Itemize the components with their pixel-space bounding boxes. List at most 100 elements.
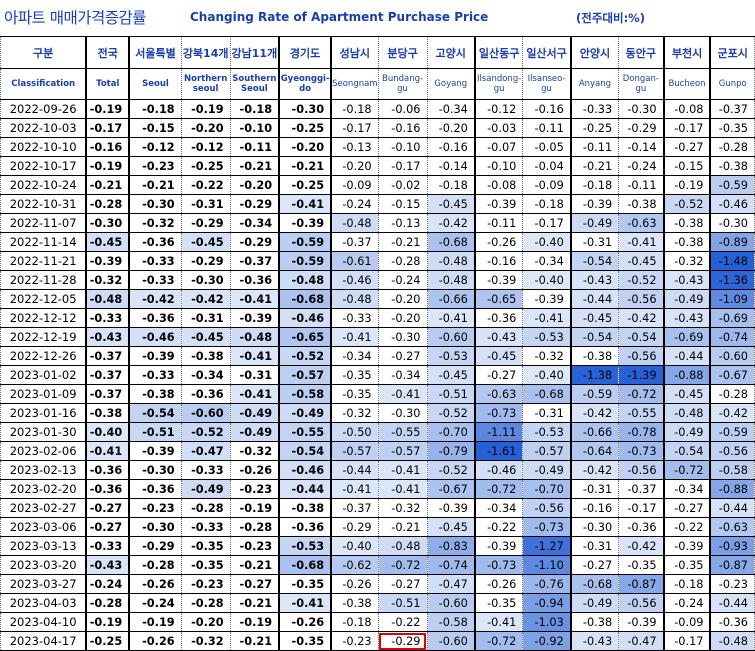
value-cell: -0.28 [229,517,281,537]
value-cell: -0.49 [180,479,231,499]
value-cell: -0.24 [663,593,712,613]
row-date: 2023-02-27 [0,498,88,518]
value-cell: -0.28 [85,593,131,613]
value-cell: -0.31 [180,194,231,214]
value-cell: -0.40 [85,422,131,442]
value-cell: -0.31 [180,308,231,328]
value-cell: -0.34 [663,479,712,499]
value-cell: -0.72 [663,460,712,480]
table-body: 2022-09-26 -0.19 -0.18 -0.19 -0.18 -0.30 -0.18… [0,99,755,651]
value-cell: -0.38 [663,232,712,252]
column-header-en: Ilsanseo-gu [522,68,572,100]
value-cell: -0.44 [709,593,755,613]
value-cell: -0.47 [426,574,476,594]
value-cell: -0.39 [85,251,131,271]
value-cell: -0.35 [663,555,712,575]
value-cell: -0.33 [180,517,231,537]
value-cell: -1.09 [709,289,755,309]
value-cell: -0.43 [474,327,524,347]
value-cell: -0.35 [709,118,755,138]
value-cell: -0.22 [474,517,524,537]
value-cell: -0.08 [474,175,524,195]
column-header-ko: 구분 [0,36,88,69]
column-header-ko: 군포시 [709,36,755,69]
value-cell: -0.72 [618,384,665,404]
value-cell: -0.27 [377,574,428,594]
value-cell: -0.29 [180,251,231,271]
value-cell: -0.41 [278,194,333,214]
row-date: 2022-11-07 [0,213,88,233]
value-cell: -0.89 [709,232,755,252]
value-cell: -0.19 [229,498,281,518]
value-cell: -0.20 [278,137,333,157]
value-cell: -0.54 [570,251,620,271]
value-cell: -0.35 [180,536,231,556]
value-cell: -0.60 [709,346,755,366]
row-date: 2022-10-31 [0,194,88,214]
value-cell: -0.28 [709,137,755,157]
value-cell: -0.15 [128,118,182,138]
value-cell: -0.41 [330,479,379,499]
column-header-ko: 고양시 [426,36,476,69]
value-cell: -0.59 [278,232,333,252]
value-cell: -0.51 [128,422,182,442]
value-cell: -0.18 [522,194,572,214]
value-cell: -0.19 [663,175,712,195]
value-cell: -0.37 [85,365,131,385]
value-cell: -0.42 [180,289,231,309]
value-cell: -0.33 [128,365,182,385]
value-cell: -0.11 [570,137,620,157]
value-cell: -0.23 [330,631,379,651]
column-header-ko: 안양시 [570,36,620,69]
value-cell: -0.10 [377,137,428,157]
value-cell: -0.45 [180,232,231,252]
value-cell: -0.22 [663,517,712,537]
table-row: 2023-01-16 -0.38 -0.54 -0.60 -0.49 -0.49 -0.32… [0,403,755,423]
value-cell: -0.41 [522,308,572,328]
value-cell: -1.03 [522,612,572,632]
value-cell: -0.17 [522,213,572,233]
value-cell: -0.27 [663,498,712,518]
value-cell: -0.25 [180,156,231,176]
value-cell: -0.60 [180,403,231,423]
value-cell: -0.26 [474,232,524,252]
value-cell: -0.05 [522,137,572,157]
value-cell: -0.36 [229,270,281,290]
value-cell: -1.36 [709,270,755,290]
row-date: 2023-01-02 [0,365,88,385]
value-cell: -0.18 [570,175,620,195]
value-cell: -0.18 [229,99,281,119]
row-date: 2022-12-26 [0,346,88,366]
row-date: 2023-04-03 [0,593,88,613]
row-date: 2022-11-28 [0,270,88,290]
value-cell: -0.17 [618,498,665,518]
value-cell: -0.11 [229,137,281,157]
table-row: 2023-01-09 -0.37 -0.38 -0.36 -0.41 -0.58 -0.35… [0,384,755,404]
value-cell: -0.29 [128,536,182,556]
value-cell: -0.68 [278,555,333,575]
value-cell: -0.06 [377,99,428,119]
value-cell: -0.73 [474,555,524,575]
column-header-ko: 일산서구 [522,36,572,69]
value-cell: -0.48 [426,251,476,271]
column-header-en: Gyeonggi-do [278,68,333,100]
value-cell: -0.92 [522,631,572,651]
value-cell: -0.32 [663,251,712,271]
value-cell: -0.32 [128,213,182,233]
value-cell: -0.38 [570,346,620,366]
value-cell: -0.45 [180,327,231,347]
value-cell: -0.49 [229,422,281,442]
value-cell: -0.34 [377,365,428,385]
value-cell: -0.67 [709,365,755,385]
value-cell: -0.21 [377,232,428,252]
value-cell: -0.36 [180,384,231,404]
value-cell: -0.13 [377,213,428,233]
value-cell: -0.68 [522,384,572,404]
value-cell: -0.12 [474,99,524,119]
value-cell: -0.83 [426,536,476,556]
value-cell: -0.53 [278,536,333,556]
value-cell: -0.34 [522,251,572,271]
column-header-en: Seoul [128,68,182,100]
value-cell: -0.87 [618,574,665,594]
value-cell: -0.88 [709,479,755,499]
